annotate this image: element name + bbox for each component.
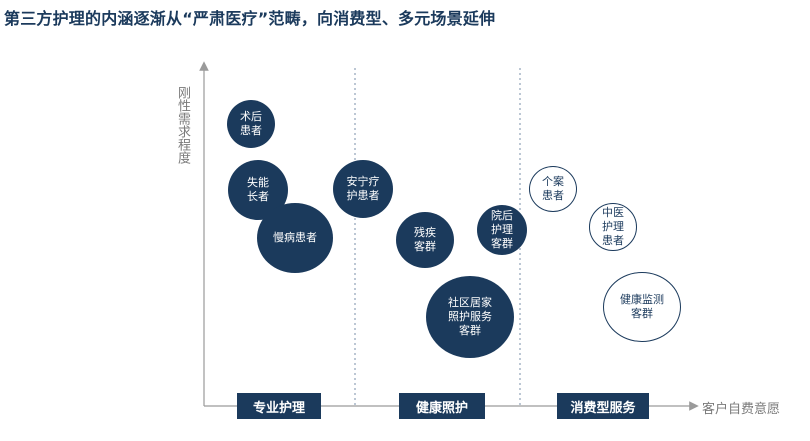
category-health-care: 健康照护	[399, 393, 485, 419]
category-consumer-services: 消费型服务	[557, 393, 649, 419]
bubble-health-monitoring-clients: 健康监测 客群	[603, 272, 681, 342]
bubble-post-discharge-clients: 院后 护理 客群	[477, 205, 527, 255]
bubble-disabled-clients: 残疾 客群	[396, 212, 454, 268]
bubble-community-home-care-clients: 社区居家 照护服务 客群	[426, 276, 514, 358]
bubble-case-patients: 个案 患者	[529, 166, 577, 212]
category-professional-care: 专业护理	[237, 393, 321, 419]
y-axis-label: 刚性需求程度	[175, 86, 190, 164]
bubble-postop-patients: 术后 患者	[227, 100, 275, 148]
bubble-tcm-care-patients: 中医 护理 患者	[589, 203, 637, 251]
page-title: 第三方护理的内涵逐渐从“严肃医疗”范畴，向消费型、多元场景延伸	[4, 9, 496, 28]
x-axis-label: 客户自费意愿	[702, 402, 781, 417]
bubble-hospice-patients: 安宁疗 护患者	[333, 160, 393, 218]
bubble-chronic-patients: 慢病患者	[257, 203, 333, 273]
